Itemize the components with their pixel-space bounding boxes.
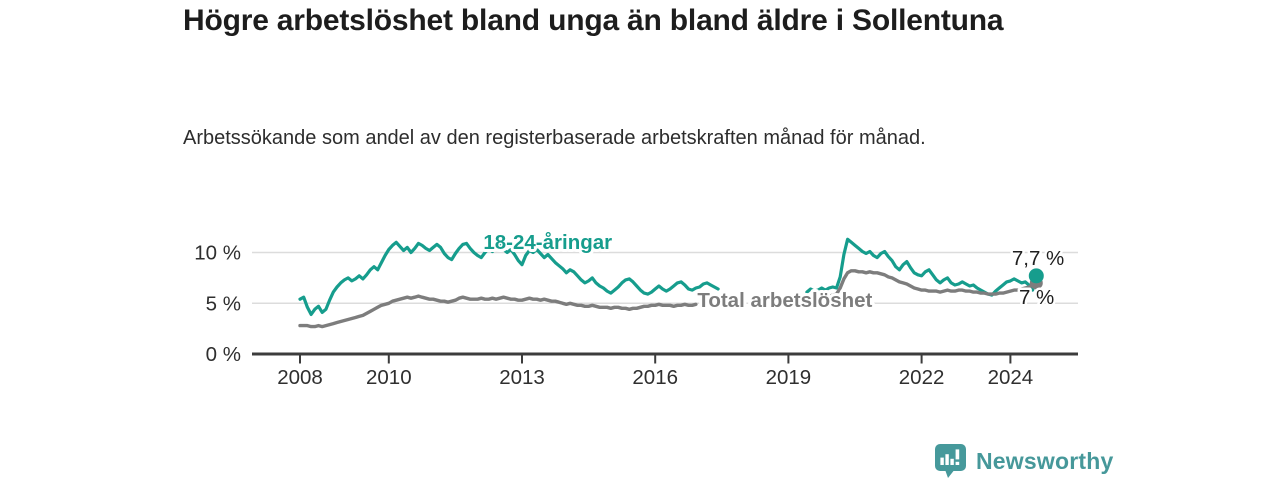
x-axis-tick-label: 2024	[988, 366, 1034, 389]
series-line-0-segment-1	[805, 237, 1038, 297]
newsworthy-logo: Newsworthy	[934, 443, 1113, 479]
series-label-0: 18-24-åringar	[483, 231, 612, 254]
y-axis-tick-label: 10 %	[194, 242, 241, 265]
series-end-value-label-1: 7 %	[1019, 286, 1054, 309]
series-end-dot	[1028, 268, 1044, 284]
series-line-0-segment-0	[298, 240, 720, 316]
chart-title: Högre arbetslöshet bland unga än bland ä…	[183, 4, 1004, 37]
newsworthy-logo-text: Newsworthy	[976, 447, 1114, 474]
x-axis-tick-label: 2022	[899, 366, 945, 389]
series-label-1: Total arbetslöshet	[697, 289, 872, 312]
x-axis-tick-label: 2013	[499, 366, 545, 389]
y-axis-tick-label: 5 %	[206, 292, 241, 315]
series-end-value-label-0: 7,7 %	[1012, 247, 1064, 270]
bar-chart-speech-bubble-icon	[934, 443, 967, 479]
x-axis-tick-label: 2008	[277, 366, 323, 389]
y-axis-tick-label: 0 %	[206, 343, 241, 366]
series-line-1-segment-0	[298, 294, 698, 329]
x-axis-tick-label: 2010	[366, 366, 412, 389]
x-axis-tick-label: 2019	[766, 366, 812, 389]
chart-subtitle: Arbetssökande som andel av den registerb…	[183, 127, 926, 149]
series-line-1-segment-1	[805, 269, 1039, 302]
x-axis-tick-label: 2016	[632, 366, 678, 389]
